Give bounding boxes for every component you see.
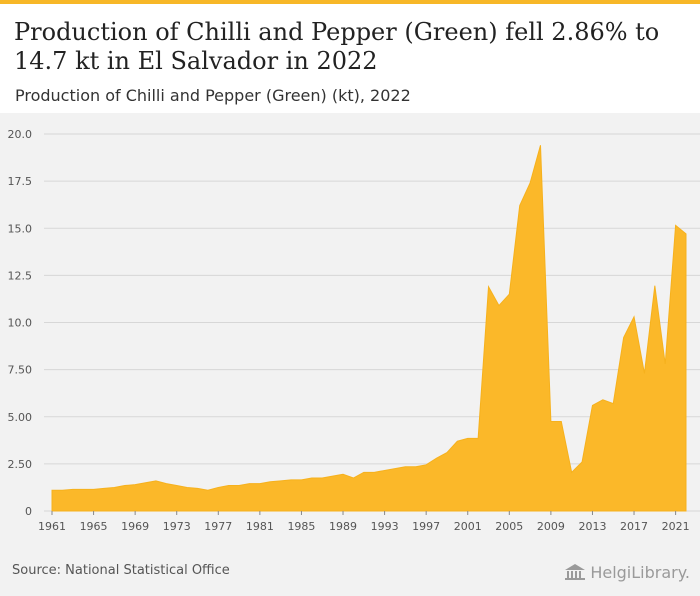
x-tick-label: 1997	[412, 520, 440, 533]
x-tick-label: 2009	[537, 520, 565, 533]
x-axis: 1961 1965 1969 1973 1977 1981 1985 1989 1993 1997…	[38, 511, 690, 533]
y-tick-label: 17.5	[8, 175, 33, 188]
area-series	[51, 145, 687, 512]
footer	[0, 551, 700, 596]
x-tick-label: 2001	[454, 520, 482, 533]
y-tick-label: 12.5	[8, 269, 33, 282]
x-tick-label: 1985	[287, 520, 315, 533]
x-tick-label: 1981	[246, 520, 274, 533]
x-tick-label: 2013	[578, 520, 606, 533]
x-tick-label: 2005	[495, 520, 523, 533]
library-building-icon	[565, 564, 586, 580]
series-area	[51, 145, 687, 512]
y-tick-label: 15.0	[8, 222, 33, 235]
x-tick-label: 1989	[329, 520, 357, 533]
brand-name: HelgiLibrary.	[590, 562, 690, 582]
y-tick-label: 10.0	[8, 317, 33, 330]
x-tick-label: 2021	[662, 520, 690, 533]
helgilibrary-logo[interactable]: HelgiLibrary.	[564, 560, 690, 584]
chart-title: Production of Chilli and Pepper (Green) …	[14, 18, 660, 75]
y-tick-label: 7.50	[8, 364, 33, 377]
x-tick-label: 1965	[80, 520, 108, 533]
x-tick-label: 1961	[38, 520, 66, 533]
chart-subtitle: Production of Chilli and Pepper (Green) …	[15, 86, 411, 105]
x-tick-label: 1977	[204, 520, 232, 533]
y-tick-label: 20.0	[8, 128, 33, 141]
y-tick-label: 5.00	[8, 411, 33, 424]
y-tick-label: 0	[25, 505, 32, 518]
accent-bar	[0, 0, 700, 4]
x-tick-label: 1993	[371, 520, 399, 533]
x-tick-label: 1969	[121, 520, 149, 533]
y-axis: 0 2.50 5.00 7.50 10.0 12.5 15.0 17.5 20.0	[8, 128, 33, 518]
header: Production of Chilli and Pepper (Green) …	[0, 4, 700, 113]
x-tick-label: 1973	[163, 520, 191, 533]
x-tick-label: 2017	[620, 520, 648, 533]
y-tick-label: 2.50	[8, 458, 33, 471]
source-note: Source: National Statistical Office	[12, 563, 230, 578]
